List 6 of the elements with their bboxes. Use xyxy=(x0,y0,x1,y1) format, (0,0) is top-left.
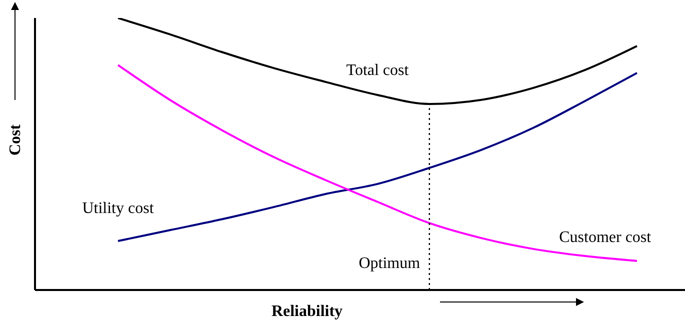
annotation: Optimum xyxy=(358,255,421,272)
series-label: Customer cost xyxy=(559,229,652,246)
x-axis-title: Reliability xyxy=(271,303,343,320)
series-label: Utility cost xyxy=(82,200,154,218)
y-axis-title: Cost xyxy=(7,124,24,156)
series-label: Total cost xyxy=(346,62,410,79)
